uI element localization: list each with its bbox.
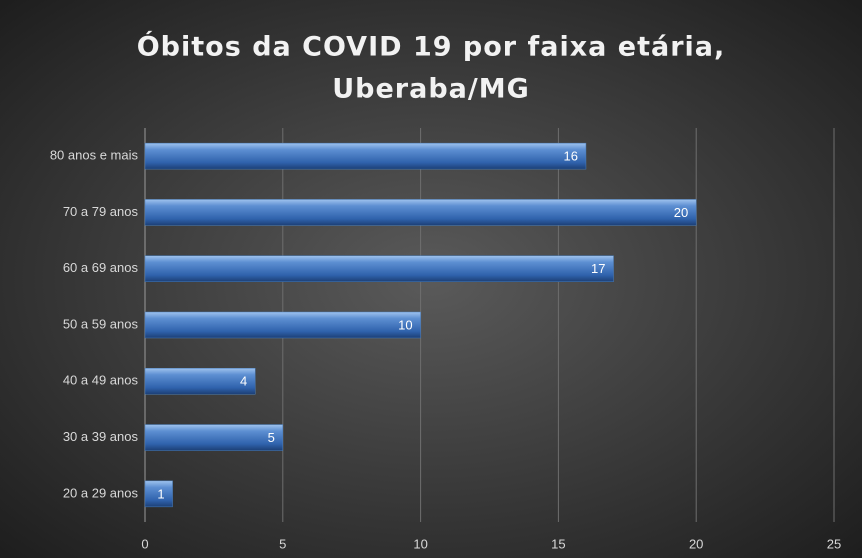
bar (144, 480, 173, 508)
value-label: 1 (157, 486, 164, 501)
bar (144, 255, 614, 282)
value-label: 10 (398, 317, 412, 332)
value-label: 4 (240, 374, 247, 389)
x-tick-label: 15 (551, 536, 565, 551)
y-tick-label: 50 a 59 anos (63, 316, 139, 331)
chart-title: Óbitos da COVID 19 por faixa etária, (137, 31, 726, 63)
value-label: 16 (563, 149, 577, 164)
y-tick-label: 30 a 39 anos (63, 429, 139, 444)
bar (144, 368, 256, 395)
x-tick-label: 20 (689, 536, 703, 551)
value-label: 17 (591, 261, 605, 276)
value-label: 20 (674, 205, 688, 220)
x-tick-label: 5 (279, 536, 286, 551)
y-tick-label: 70 a 79 anos (63, 204, 139, 219)
x-tick-label: 0 (141, 536, 148, 551)
bar (144, 311, 421, 339)
x-tick-label: 25 (827, 536, 841, 551)
bar (144, 199, 697, 226)
y-tick-label: 40 a 49 anos (63, 373, 139, 388)
value-label: 5 (268, 430, 275, 445)
y-tick-label: 80 anos e mais (50, 148, 139, 163)
bar (144, 424, 284, 451)
y-tick-label: 60 a 69 anos (63, 260, 139, 275)
chart-title: Uberaba/MG (332, 74, 530, 105)
x-tick-label: 10 (413, 536, 427, 551)
y-tick-label: 20 a 29 anos (63, 485, 139, 500)
bar (144, 142, 587, 170)
